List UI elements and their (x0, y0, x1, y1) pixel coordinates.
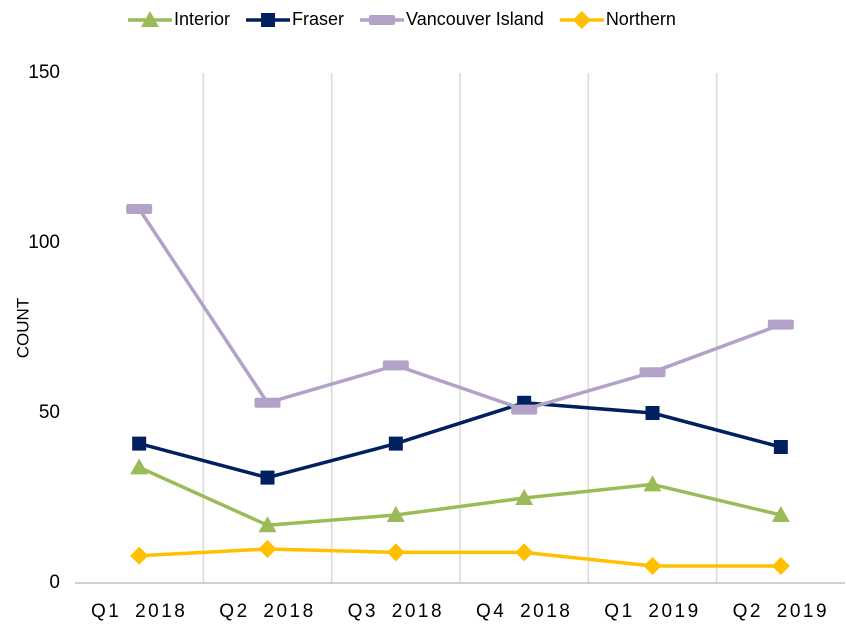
x-tick-label: Q3 2018 (348, 601, 444, 622)
y-tick-label: 50 (39, 402, 60, 423)
data-point (258, 516, 277, 533)
series-line (138, 401, 782, 480)
legend-marker (141, 11, 159, 27)
y-tick-label: 150 (28, 62, 60, 83)
x-tick-label: Q1 2018 (91, 601, 187, 622)
data-point (767, 319, 794, 330)
data-point (132, 436, 147, 451)
data-point (773, 440, 788, 454)
data-point (386, 543, 405, 562)
data-point (130, 458, 149, 475)
data-point (643, 557, 662, 575)
x-tick-label: Q4 2018 (476, 601, 572, 622)
data-point (388, 436, 403, 451)
data-point (515, 543, 534, 562)
legend-label: Vancouver Island (406, 9, 544, 29)
legend-marker (261, 13, 276, 27)
data-point (130, 546, 149, 565)
data-point (382, 360, 409, 371)
legend-marker (572, 11, 591, 29)
y-tick-label: 0 (49, 572, 60, 593)
data-point (126, 204, 153, 214)
data-point (639, 367, 666, 378)
data-point (515, 489, 534, 505)
legend-label: Interior (174, 9, 230, 29)
series-line (138, 465, 782, 527)
legend-marker (369, 15, 396, 25)
x-tick-label: Q2 2018 (219, 601, 315, 622)
series-line (139, 547, 781, 568)
data-point (771, 557, 790, 575)
data-point (254, 397, 281, 408)
y-tick-label: 100 (28, 232, 60, 253)
data-point (511, 404, 538, 415)
data-point (386, 506, 405, 522)
y-axis-label: COUNT (13, 298, 32, 358)
legend-label: Northern (606, 9, 676, 29)
data-point (645, 406, 660, 420)
x-tick-label: Q2 2019 (733, 601, 829, 622)
series-line (137, 208, 782, 412)
x-tick-label: Q1 2019 (604, 601, 700, 622)
data-point (643, 475, 662, 492)
data-point (771, 506, 790, 522)
data-point (260, 470, 275, 485)
data-point (258, 540, 277, 558)
legend-label: Fraser (292, 9, 344, 29)
